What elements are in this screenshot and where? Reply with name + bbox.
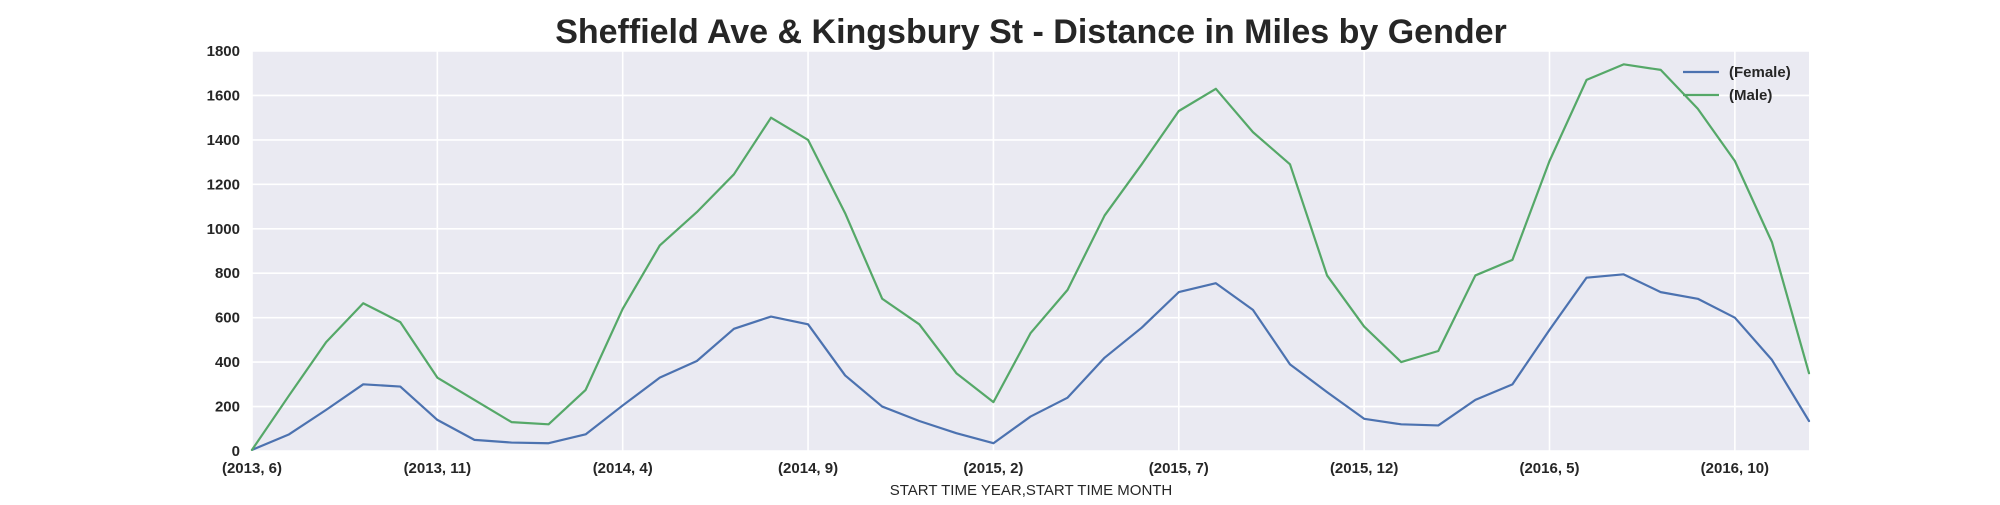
series-line-female [250, 273, 1811, 451]
plot-area [252, 51, 1809, 451]
y-tick-label: 200 [215, 399, 240, 416]
y-tick-label: 400 [215, 354, 240, 371]
x-tick-label: (2013, 11) [404, 460, 472, 477]
legend-label: (Female) [1729, 64, 1791, 81]
series-line-male [250, 63, 1811, 451]
x-tick-label: (2014, 4) [593, 460, 653, 477]
y-tick-label: 0 [232, 443, 240, 460]
legend: (Female) (Male) [1683, 64, 1791, 104]
x-axis-label: START TIME YEAR,START TIME MONTH [890, 482, 1173, 499]
y-axis-ticks: 0 200 400 600 800 1000 1200 1400 1600 1800 [207, 43, 240, 460]
x-tick-label: (2015, 12) [1330, 460, 1398, 477]
x-tick-label: (2016, 10) [1701, 460, 1769, 477]
x-tick-label: (2014, 9) [778, 460, 838, 477]
y-tick-label: 1000 [207, 221, 240, 238]
legend-label: (Male) [1729, 87, 1772, 104]
x-tick-label: (2015, 7) [1149, 460, 1209, 477]
y-tick-label: 800 [215, 265, 240, 282]
series-lines [250, 63, 1811, 451]
x-tick-label: (2015, 2) [963, 460, 1023, 477]
chart-title: Sheffield Ave & Kingsbury St - Distance … [555, 13, 1507, 51]
x-tick-label: (2016, 5) [1519, 460, 1579, 477]
y-tick-label: 1800 [207, 43, 240, 60]
y-tick-label: 1200 [207, 176, 240, 193]
y-tick-label: 600 [215, 310, 240, 327]
grid-lines [251, 50, 1809, 452]
y-tick-label: 1400 [207, 132, 240, 149]
y-tick-label: 1600 [207, 87, 240, 104]
x-tick-label: (2013, 6) [222, 460, 282, 477]
x-axis-ticks: (2013, 6) (2013, 11) (2014, 4) (2014, 9) (20… [222, 460, 1769, 477]
